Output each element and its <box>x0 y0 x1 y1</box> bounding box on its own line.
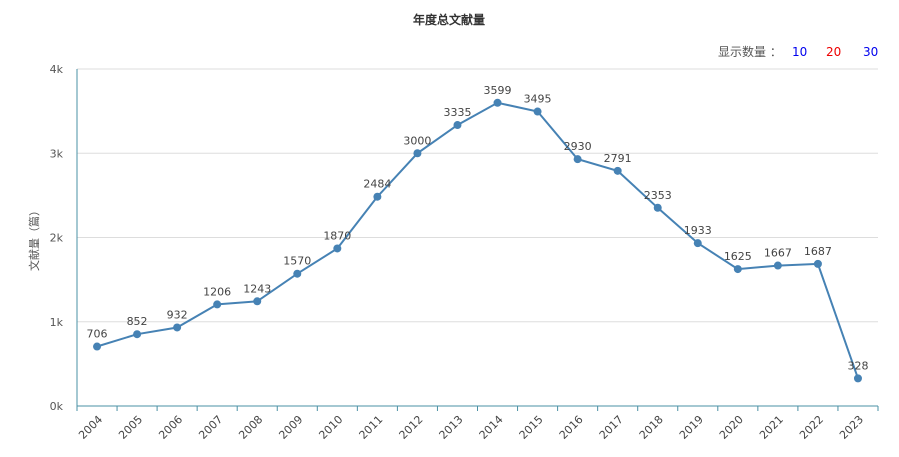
data-label: 1570 <box>283 255 311 268</box>
data-label: 3335 <box>443 106 471 119</box>
data-point <box>173 323 182 332</box>
data-label: 932 <box>167 308 188 321</box>
x-tick-label: 2011 <box>357 413 386 442</box>
data-point <box>693 239 702 248</box>
data-label: 3000 <box>403 134 431 147</box>
data-point <box>813 259 822 268</box>
data-point <box>413 149 422 158</box>
data-point <box>613 166 622 175</box>
data-label: 328 <box>847 359 868 372</box>
data-point <box>653 203 662 212</box>
data-label: 3495 <box>524 93 552 106</box>
y-tick-label: 1k <box>50 316 64 329</box>
x-tick-label: 2004 <box>76 413 105 442</box>
x-tick-label: 2017 <box>597 413 626 442</box>
x-tick-label: 2019 <box>677 413 706 442</box>
data-label: 1667 <box>764 247 792 260</box>
y-tick-label: 3k <box>50 147 64 160</box>
data-label: 706 <box>87 328 108 341</box>
data-label: 2484 <box>363 178 391 191</box>
data-label: 1933 <box>684 224 712 237</box>
x-tick-label: 2005 <box>116 413 145 442</box>
data-labels: 706 852 932 1206 1243 1570 1870 2484 3000 3335 359… <box>87 84 869 373</box>
series-line <box>96 101 859 379</box>
x-tick-label: 2013 <box>437 413 466 442</box>
x-tick-label: 2023 <box>837 413 866 442</box>
y-tick-label: 2k <box>50 232 64 245</box>
x-tick-label: 2007 <box>196 413 225 442</box>
x-tick-label: 2016 <box>557 413 586 442</box>
data-point <box>733 265 742 274</box>
x-tick-label: 2010 <box>316 413 345 442</box>
x-tick-label: 2020 <box>717 413 746 442</box>
display-count-label: 显示数量 ： <box>718 44 782 59</box>
data-label: 1243 <box>243 282 271 295</box>
y-tick-label: 0k <box>50 400 64 413</box>
series-polyline <box>96 101 859 379</box>
x-tick-label: 2008 <box>236 413 265 442</box>
data-point <box>93 342 102 351</box>
y-axis-ticks: 0k 1k 2k 3k 4k <box>50 63 64 413</box>
data-label: 2791 <box>604 152 632 165</box>
data-label: 852 <box>127 315 148 328</box>
x-tick-label: 2022 <box>797 413 826 442</box>
data-points <box>93 98 862 383</box>
x-tick-label: 2012 <box>397 413 426 442</box>
data-label: 1870 <box>323 229 351 242</box>
data-point <box>533 107 542 116</box>
data-point <box>773 261 782 270</box>
data-label: 2930 <box>564 140 592 153</box>
display-count-option-30[interactable]: 30 <box>863 45 878 59</box>
data-label: 1625 <box>724 250 752 263</box>
x-tick-label: 2006 <box>156 413 185 442</box>
data-label: 3599 <box>484 84 512 97</box>
x-tick-label: 2018 <box>637 413 666 442</box>
x-axis-ticks: 2004 2005 2006 2007 2008 2009 2010 2011 2012 2013… <box>76 406 879 442</box>
data-point <box>333 244 342 253</box>
data-point <box>373 192 382 201</box>
data-point <box>213 300 222 309</box>
display-count-option-20[interactable]: 20 <box>826 45 841 59</box>
y-axis-label: 文献量（篇） <box>27 205 41 271</box>
data-point <box>493 98 502 107</box>
chart-title: 年度总文献量 <box>413 12 485 27</box>
y-tick-label: 4k <box>50 63 64 76</box>
x-tick-label: 2009 <box>276 413 305 442</box>
data-label: 1687 <box>804 245 832 258</box>
data-label: 2353 <box>644 189 672 202</box>
data-point <box>573 155 582 164</box>
data-point <box>853 374 862 383</box>
data-label: 1206 <box>203 285 231 298</box>
data-point <box>133 330 142 339</box>
x-tick-label: 2014 <box>477 413 506 442</box>
display-count-option-10[interactable]: 10 <box>792 45 807 59</box>
x-tick-label: 2015 <box>517 413 546 442</box>
x-tick-label: 2021 <box>757 413 786 442</box>
data-point <box>253 297 262 306</box>
data-point <box>293 269 302 278</box>
display-count-control: 显示数量 ： 10 20 30 <box>718 44 878 59</box>
data-point <box>453 121 462 130</box>
gridlines <box>77 68 878 323</box>
